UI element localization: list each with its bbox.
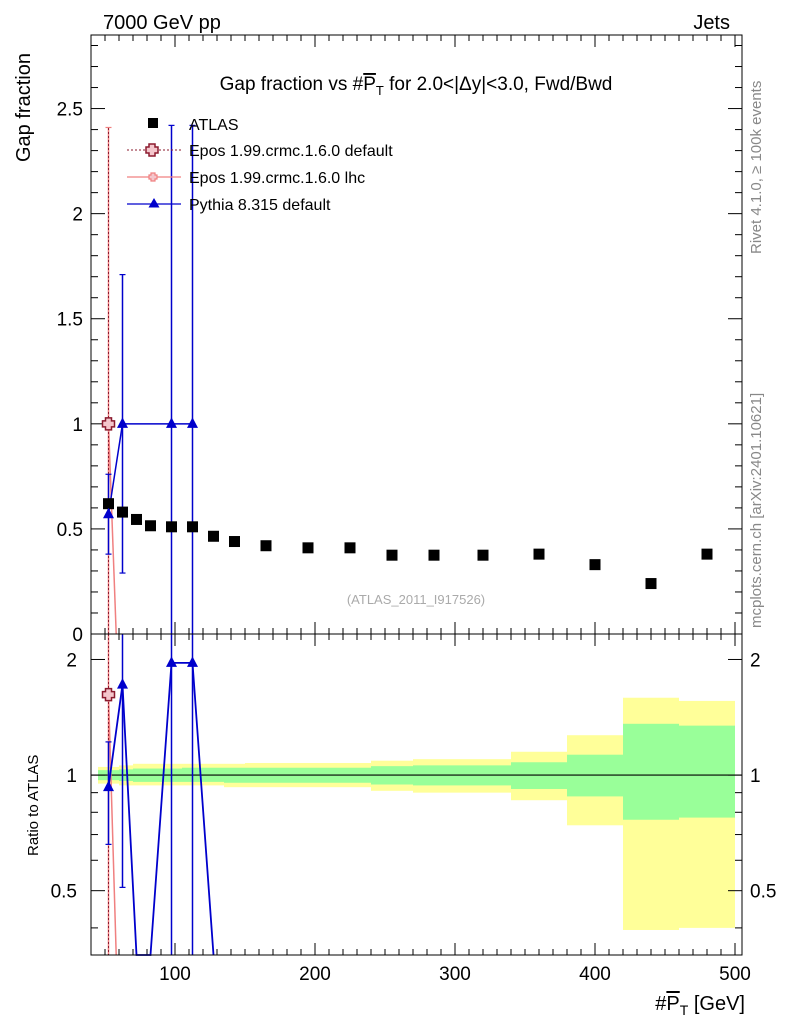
epos-lhc-ratio-line: [107, 694, 117, 956]
legend-pythia-label: Pythia 8.315 default: [189, 197, 331, 214]
atlas-point-4: [166, 521, 177, 533]
pythia-ratio-point-2: [166, 656, 177, 667]
pythia-point-2: [166, 417, 177, 428]
epos-lhc-line: [107, 423, 117, 635]
atlas-point-14: [533, 548, 545, 560]
title-pt-symbol: P: [363, 74, 376, 95]
ratio-tick-label-right-2: 2: [750, 650, 761, 671]
header-energy-label: 7000 GeV pp: [103, 12, 221, 34]
main-data-layer: [101, 124, 713, 635]
ratio-tick-label-left-0: 0.5: [51, 882, 77, 903]
ratio-tick-label-left-1: 1: [66, 766, 77, 787]
legend-atlas-label: ATLAS: [189, 117, 239, 134]
plot-title: Gap fraction vs #PT for 2.0<|Δy|<3.0, Fw…: [220, 74, 613, 98]
atlas-point-16: [645, 578, 657, 590]
legend: ATLAS Epos 1.99.crmc.1.6.0 default Epos …: [127, 117, 393, 214]
atlas-point-2: [131, 513, 142, 525]
x-tick-label-300: 300: [439, 964, 471, 985]
atlas-point-13: [477, 549, 489, 561]
y-tick-label-0: 0.5: [57, 520, 83, 541]
ratio-tick-label-left-2: 2: [66, 650, 77, 671]
band-stat-16: [623, 723, 679, 820]
pythia-point-3: [187, 417, 198, 428]
main-axis-ticks: 0.5 1 1.5 2 2.5 0: [57, 35, 742, 646]
ratio-tick-label-right-1: 1: [750, 766, 761, 787]
pythia-ratio-point-0: [103, 780, 114, 792]
legend-epos-default-label: Epos 1.99.crmc.1.6.0 default: [189, 143, 393, 160]
x-axis-pt-symbol: P: [666, 993, 679, 1015]
legend-epos-lhc-label: Epos 1.99.crmc.1.6.0 lhc: [189, 170, 365, 187]
atlas-point-7: [229, 536, 240, 548]
atlas-point-15: [589, 559, 601, 571]
ratio-axis-ticks: 100 200 300 400 500 0.5 0.5 1 1 2 2: [51, 634, 776, 985]
ratio-plot-panel: Ratio to ATLAS 100 200 300 400 500 0.5 0.5 1 1 2 2: [25, 633, 776, 985]
pythia-point-1: [117, 417, 128, 428]
y-tick-label-1: 1: [72, 415, 83, 436]
epos-default-point: [101, 417, 116, 431]
watermark-analysis-id: (ATLAS_2011_I917526): [347, 592, 485, 607]
main-plot-panel: Gap fraction (ATLAS_2011_I917526) Gap fr…: [13, 34, 743, 646]
x-tick-label-200: 200: [299, 964, 331, 985]
pythia-point-0: [103, 507, 114, 519]
atlas-point-0: [103, 498, 114, 510]
atlas-point-8: [260, 540, 272, 552]
atlas-point-11: [386, 549, 398, 561]
ratio-frame: [90, 633, 743, 956]
x-tick-label-400: 400: [579, 964, 611, 985]
pythia-ratio-point-3: [187, 656, 198, 667]
x-tick-label-500: 500: [719, 964, 751, 985]
atlas-point-10: [344, 542, 356, 554]
y-tick-label-4: 2.5: [57, 100, 83, 121]
x-tick-label-100: 100: [159, 964, 191, 985]
pythia-ratio-line: [107, 661, 215, 956]
atlas-point-1: [117, 506, 128, 518]
header-process-label: Jets: [693, 12, 730, 34]
atlas-point-17: [701, 548, 713, 560]
legend-atlas-marker: [148, 118, 158, 128]
pythia-ratio-point-1: [117, 678, 128, 689]
legend-pythia-marker: [148, 198, 160, 208]
legend-epos-lhc-marker: [148, 172, 158, 182]
ratio-uncertainty-bands: [91, 697, 742, 930]
y-tick-label-3: 2: [72, 205, 83, 226]
rivet-version-label: Rivet 4.1.0, ≥ 100k events: [748, 81, 765, 254]
ratio-data-layer: [101, 634, 215, 956]
ratio-y-axis-label: Ratio to ATLAS: [25, 755, 42, 856]
atlas-point-6: [208, 530, 219, 542]
y-tick-label-zero: 0: [72, 625, 83, 646]
y-axis-label: Gap fraction: [13, 53, 35, 162]
mcplots-label: mcplots.cern.ch [arXiv:2401.10621]: [748, 393, 765, 628]
x-axis-label: #PT [GeV]: [655, 993, 745, 1018]
legend-epos-default-marker: [145, 143, 159, 157]
atlas-point-12: [428, 549, 440, 561]
atlas-point-5: [187, 521, 198, 533]
atlas-point-9: [302, 542, 314, 554]
ratio-tick-label-right-0: 0.5: [750, 882, 776, 903]
pythia-line: [107, 423, 193, 515]
y-tick-label-2: 1.5: [57, 310, 83, 331]
band-stat-17: [679, 725, 735, 818]
atlas-point-3: [145, 520, 156, 532]
epos-default-ratio-point: [101, 687, 116, 702]
